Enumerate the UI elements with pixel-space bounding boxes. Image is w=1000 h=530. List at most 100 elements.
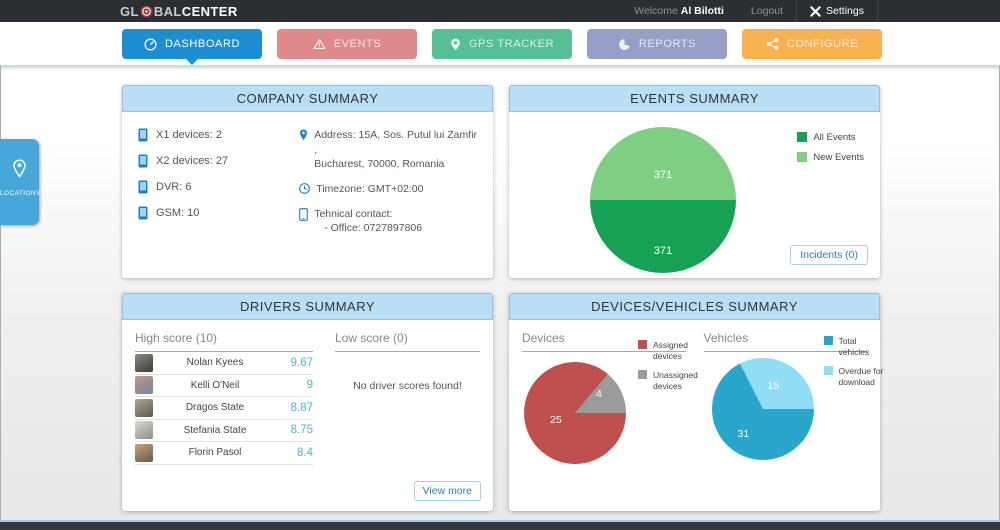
drivers-summary-body: High score (10) Nolan Kyees 9.67 Kelli O… bbox=[122, 320, 493, 511]
new-events-swatch bbox=[797, 151, 808, 162]
events-pie-chart: 371 371 bbox=[590, 127, 736, 273]
clock-icon bbox=[299, 183, 311, 194]
settings-link[interactable]: Settings bbox=[796, 0, 878, 22]
new-events-label: New Events bbox=[813, 151, 864, 163]
events-legend: All Events New Events bbox=[797, 132, 864, 172]
locations-side-tab[interactable]: LOCATIONS bbox=[0, 139, 40, 225]
footer-bar bbox=[0, 520, 1000, 530]
driver-score: 8.87 bbox=[290, 401, 313, 414]
legend-new-events: New Events bbox=[797, 151, 864, 164]
driver-avatar bbox=[135, 376, 153, 395]
tab-gps-tracker-label: GPS TRACKER bbox=[468, 38, 555, 50]
phone-icon bbox=[299, 207, 309, 221]
driver-avatar bbox=[135, 443, 153, 462]
username: Al Bilotti bbox=[680, 5, 724, 17]
contact-text: Tehnical contact: - Office: 0727897806 bbox=[314, 207, 423, 235]
driver-row: Kelli O'Neil 9 bbox=[135, 375, 313, 397]
legend-overdue-download: Overdue for download bbox=[823, 366, 890, 387]
vehicles-header: Vehicles bbox=[703, 328, 867, 352]
tab-configure-label: CONFIGURE bbox=[786, 38, 859, 50]
contact-item: Tehnical contact: - Office: 0727897806 bbox=[299, 207, 481, 236]
view-more-button[interactable]: View more bbox=[413, 481, 481, 501]
incidents-button[interactable]: Incidents (0) bbox=[790, 245, 868, 265]
driver-avatar bbox=[135, 353, 153, 372]
driver-row: Florin Pasol 8.4 bbox=[135, 442, 313, 465]
device-count-item: X1 devices: 2 bbox=[138, 128, 299, 142]
driver-name: Nolan Kyees bbox=[186, 357, 244, 369]
logout-link[interactable]: Logout bbox=[750, 5, 784, 17]
tab-reports[interactable]: REPORTS bbox=[587, 29, 727, 59]
events-summary-panel: EVENTS SUMMARY 371 371 All Events New Ev… bbox=[509, 85, 880, 278]
share-nodes-icon bbox=[766, 38, 779, 50]
device-count-label: DVR: 6 bbox=[156, 181, 192, 193]
pie-chart-icon bbox=[619, 38, 631, 50]
timezone-text: Timezone: GMT+02:00 bbox=[316, 183, 424, 196]
address-pin-icon bbox=[300, 129, 308, 141]
tab-events-label: EVENTS bbox=[333, 38, 382, 50]
device-count-item: DVR: 6 bbox=[138, 180, 299, 194]
logo-text-mid: BAL bbox=[153, 3, 182, 19]
overdue-download-label: Overdue for download bbox=[838, 366, 884, 387]
device-count-label: X1 devices: 2 bbox=[156, 129, 223, 141]
welcome-text: Welcome Al Bilotti bbox=[620, 5, 738, 17]
driver-avatar bbox=[135, 421, 153, 440]
all-events-value: 371 bbox=[653, 245, 673, 257]
driver-score: 9 bbox=[306, 379, 313, 392]
driver-name: Kelli O'Neil bbox=[190, 379, 240, 391]
driver-score: 8.75 bbox=[290, 424, 313, 437]
vehicles-legend: Total vehicles Overdue for download bbox=[823, 336, 890, 397]
total-vehicles-label: Total vehicles bbox=[838, 336, 870, 357]
driver-avatar bbox=[135, 398, 153, 417]
driver-name: Dragos State bbox=[185, 402, 245, 414]
high-score-column: High score (10) Nolan Kyees 9.67 Kelli O… bbox=[135, 328, 313, 465]
tab-dashboard[interactable]: DASHBOARD bbox=[122, 29, 262, 65]
driver-name: Florin Pasol bbox=[188, 447, 242, 459]
gps-pin-icon bbox=[451, 38, 460, 50]
devices-vehicles-body: Devices 25 4 Assigned devices Unassigned… bbox=[509, 320, 883, 511]
company-summary-title: COMPANY SUMMARY bbox=[122, 85, 493, 112]
total-vehicles-swatch bbox=[823, 336, 833, 345]
location-pin-icon bbox=[13, 159, 26, 178]
device-count-item: GSM: 10 bbox=[138, 206, 299, 220]
legend-total-vehicles: Total vehicles bbox=[823, 336, 890, 357]
device-icon bbox=[138, 206, 148, 220]
logo-text-prefix: GL bbox=[120, 3, 139, 19]
unassigned-devices-swatch bbox=[638, 370, 647, 380]
low-score-column: Low score (0) No driver scores found! bbox=[335, 328, 480, 465]
device-icon bbox=[138, 154, 148, 168]
no-scores-message: No driver scores found! bbox=[353, 380, 462, 392]
device-count-label: X2 devices: 27 bbox=[156, 155, 229, 167]
driver-score: 9.67 bbox=[290, 356, 313, 369]
events-summary-title: EVENTS SUMMARY bbox=[509, 85, 880, 112]
target-icon bbox=[140, 4, 153, 18]
legend-all-events: All Events bbox=[797, 132, 864, 144]
unassigned-devices-label: Unassigned devices bbox=[653, 370, 698, 391]
settings-label: Settings bbox=[826, 5, 864, 17]
tab-gps-tracker[interactable]: GPS TRACKER bbox=[432, 29, 572, 59]
all-events-swatch bbox=[797, 132, 808, 142]
legend-assigned-devices: Assigned devices bbox=[638, 340, 704, 361]
driver-score: 8.4 bbox=[297, 446, 313, 459]
driver-row: Nolan Kyees 9.67 bbox=[135, 352, 313, 375]
device-icon bbox=[138, 128, 148, 142]
nav-tabs: DASHBOARD EVENTS GPS TRACKER bbox=[122, 29, 882, 65]
tab-events[interactable]: EVENTS bbox=[277, 29, 417, 59]
driver-row: Dragos State 8.87 bbox=[135, 397, 313, 420]
timezone-item: Timezone: GMT+02:00 bbox=[299, 182, 481, 197]
company-summary-body: X1 devices: 2 X2 devices: 27 DVR: 6 GSM:… bbox=[122, 112, 493, 278]
speedometer-icon bbox=[144, 37, 157, 51]
assigned-devices-value: 25 bbox=[550, 414, 562, 426]
devices-vehicles-title: DEVICES/VEHICLES SUMMARY bbox=[509, 293, 880, 320]
devices-vehicles-summary-panel: DEVICES/VEHICLES SUMMARY Devices 25 4 As… bbox=[509, 293, 883, 511]
devices-pie-chart: 25 4 bbox=[524, 362, 626, 464]
welcome-label: Welcome bbox=[634, 5, 678, 17]
address-item: Address: 15A, Sos. Putul lui Zamfir , Buc… bbox=[299, 128, 481, 172]
tab-configure[interactable]: CONFIGURE bbox=[742, 29, 882, 59]
logo[interactable]: GL BAL CENTER bbox=[120, 0, 238, 22]
devices-section: Devices 25 4 Assigned devices Unassigned… bbox=[522, 328, 698, 511]
topbar-right: Welcome Al Bilotti Logout Settings bbox=[620, 0, 878, 22]
all-events-label: All Events bbox=[813, 132, 856, 143]
devices-legend: Assigned devices Unassigned devices bbox=[638, 340, 704, 401]
low-score-header: Low score (0) bbox=[335, 328, 480, 352]
navbar: DASHBOARD EVENTS GPS TRACKER bbox=[0, 22, 1000, 66]
